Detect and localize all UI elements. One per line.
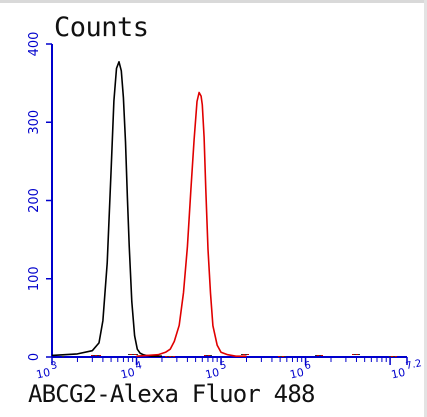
noise-speck [210, 355, 212, 356]
noise-speck [395, 356, 397, 357]
x-tick-exponent: 6 [303, 360, 312, 372]
noise-speck [319, 355, 321, 356]
x-tick-base: 10 [390, 366, 406, 382]
noise-speck [321, 355, 323, 356]
x-tick-label: 105 [204, 360, 228, 382]
x-tick-base: 10 [35, 366, 51, 382]
y-tick-label: 400 [27, 32, 42, 57]
x-tick-base: 10 [204, 366, 220, 382]
noise-speck [245, 354, 247, 355]
noise-speck [282, 356, 284, 357]
noise-speck [204, 355, 206, 356]
x-tick-label: 104 [120, 360, 143, 382]
noise-speck [241, 354, 243, 355]
x-tick-label: 103 [35, 360, 59, 382]
noise-speck [243, 354, 245, 355]
baseline-noise [62, 354, 397, 357]
y-tick-label: 200 [27, 188, 42, 213]
noise-speck [169, 356, 171, 357]
noise-speck [136, 354, 138, 355]
series-line [136, 91, 247, 357]
y-tick-label: 100 [27, 266, 42, 291]
y-tick-label: 0 [27, 353, 42, 361]
histogram-series [51, 61, 162, 357]
noise-speck [284, 356, 286, 357]
noise-speck [389, 356, 391, 357]
x-tick-base: 10 [120, 366, 136, 382]
x-tick-exponent: 4 [134, 360, 143, 372]
noise-speck [352, 354, 354, 355]
noise-speck [206, 355, 208, 356]
noise-speck [354, 354, 356, 355]
noise-speck [95, 355, 97, 356]
noise-speck [171, 356, 173, 357]
noise-speck [91, 355, 93, 356]
noise-speck [93, 355, 95, 356]
noise-speck [315, 355, 317, 356]
x-axis-title: ABCG2-Alexa Fluor 488 [28, 380, 315, 408]
x-tick-exponent: 7.2 [405, 358, 423, 372]
series-layer [51, 61, 397, 357]
histogram-series [136, 91, 247, 357]
x-tick-base: 10 [289, 366, 305, 382]
noise-speck [167, 356, 169, 357]
x-tick-exponent: 5 [219, 360, 228, 372]
noise-speck [99, 355, 101, 356]
top-border-strip [0, 0, 427, 3]
y-axis-title: Counts [54, 12, 149, 43]
noise-speck [208, 355, 210, 356]
x-tick-label: 106 [289, 360, 312, 382]
noise-speck [134, 354, 136, 355]
noise-speck [391, 356, 393, 357]
noise-speck [128, 354, 130, 355]
noise-speck [130, 354, 132, 355]
x-tick-exponent: 3 [50, 360, 59, 372]
noise-speck [62, 356, 64, 357]
right-border-strip [424, 0, 427, 417]
noise-speck [358, 354, 360, 355]
noise-speck [173, 356, 175, 357]
noise-speck [393, 356, 395, 357]
noise-speck [356, 354, 358, 355]
series-line [51, 61, 162, 357]
noise-speck [278, 356, 280, 357]
noise-speck [97, 355, 99, 356]
x-tick-label: 107.2 [390, 358, 423, 382]
y-tick-label: 300 [27, 110, 42, 135]
noise-speck [247, 354, 249, 355]
noise-speck [165, 356, 167, 357]
noise-speck [132, 354, 134, 355]
noise-speck [317, 355, 319, 356]
noise-speck [280, 356, 282, 357]
